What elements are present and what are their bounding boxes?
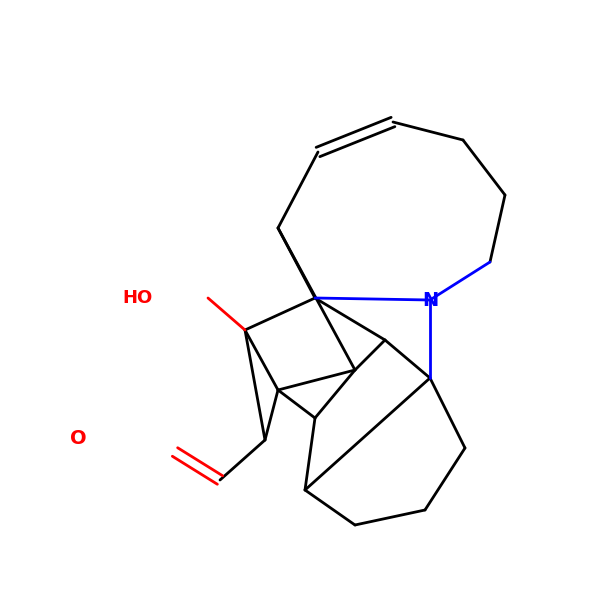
Text: HO: HO (123, 289, 153, 307)
Text: N: N (422, 290, 438, 310)
Text: O: O (70, 428, 86, 448)
